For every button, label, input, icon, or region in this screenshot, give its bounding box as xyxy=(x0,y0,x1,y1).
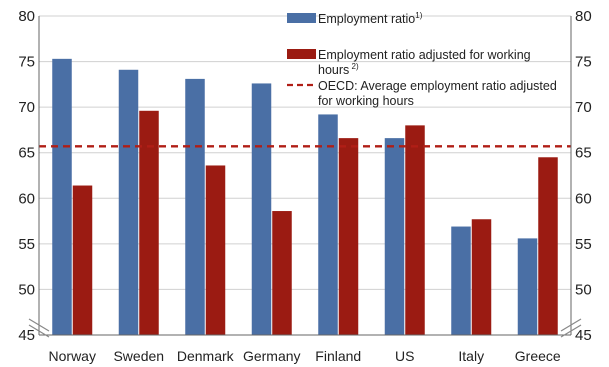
y-tick-label-right: 70 xyxy=(575,99,592,116)
legend: Employment ratio1) Employment ratio adju… xyxy=(287,11,557,108)
x-tick-label: Italy xyxy=(458,348,484,364)
axis-break-mark xyxy=(560,318,582,332)
axis-break-mark xyxy=(28,318,50,332)
y-tick-label-right: 45 xyxy=(575,327,592,344)
legend-label-oecd-average: OECD: Average employment ratio adjusted f… xyxy=(318,79,557,108)
legend-label-adjusted-employment-ratio: Employment ratio adjusted for working hou… xyxy=(318,48,531,77)
x-tick-label: US xyxy=(395,348,414,364)
y-tick-label-right: 80 xyxy=(575,8,592,25)
bars xyxy=(52,58,558,336)
bar-employment-ratio xyxy=(517,238,538,335)
y-tick-label-left: 60 xyxy=(18,190,35,207)
y-tick-label-left: 50 xyxy=(18,281,35,298)
y-tick-label-right: 75 xyxy=(575,54,592,71)
bar-adjusted-employment-ratio xyxy=(338,138,359,335)
x-tick-label: Greece xyxy=(515,348,561,364)
bar-employment-ratio xyxy=(384,138,405,335)
x-tick-label: Finland xyxy=(315,348,361,364)
bar-employment-ratio xyxy=(451,226,471,335)
y-tick-label-left: 45 xyxy=(18,327,35,344)
bar-employment-ratio xyxy=(185,78,205,335)
y-tick-label-right: 60 xyxy=(575,190,592,207)
bar-employment-ratio xyxy=(52,58,72,335)
y-tick-label-left: 55 xyxy=(18,236,35,253)
y-tick-label-right: 50 xyxy=(575,281,592,298)
y-tick-label-right: 65 xyxy=(575,145,592,162)
y-tick-label-left: 65 xyxy=(18,145,35,162)
y-tick-label-right: 55 xyxy=(575,236,592,253)
bar-employment-ratio xyxy=(318,114,338,335)
bar-employment-ratio xyxy=(118,69,139,335)
bar-adjusted-employment-ratio xyxy=(72,185,93,335)
legend-swatch-adjusted-employment-ratio xyxy=(287,49,316,59)
y-tick-label-left: 70 xyxy=(18,99,35,116)
bar-employment-ratio xyxy=(251,83,272,336)
axes: 45 45 50 50 55 55 60 60 65 65 70 70 75 75 80 80 Norway Sw… xyxy=(18,8,591,364)
bar-adjusted-employment-ratio xyxy=(205,165,226,335)
x-tick-label: Germany xyxy=(243,348,301,364)
legend-label-employment-ratio: Employment ratio1) xyxy=(318,11,423,26)
legend-swatch-employment-ratio xyxy=(287,13,316,23)
bar-adjusted-employment-ratio xyxy=(405,125,425,335)
y-tick-label-left: 80 xyxy=(18,8,35,25)
bar-adjusted-employment-ratio xyxy=(471,219,492,335)
axis-break-mark xyxy=(560,324,582,338)
x-tick-label: Denmark xyxy=(177,348,235,364)
axis-break-mark xyxy=(28,324,50,338)
x-tick-label: Sweden xyxy=(113,348,164,364)
bar-adjusted-employment-ratio xyxy=(538,157,558,335)
bar-adjusted-employment-ratio xyxy=(272,211,292,335)
x-tick-label: Norway xyxy=(49,348,96,364)
bar-adjusted-employment-ratio xyxy=(139,110,159,335)
y-tick-label-left: 75 xyxy=(18,54,35,71)
